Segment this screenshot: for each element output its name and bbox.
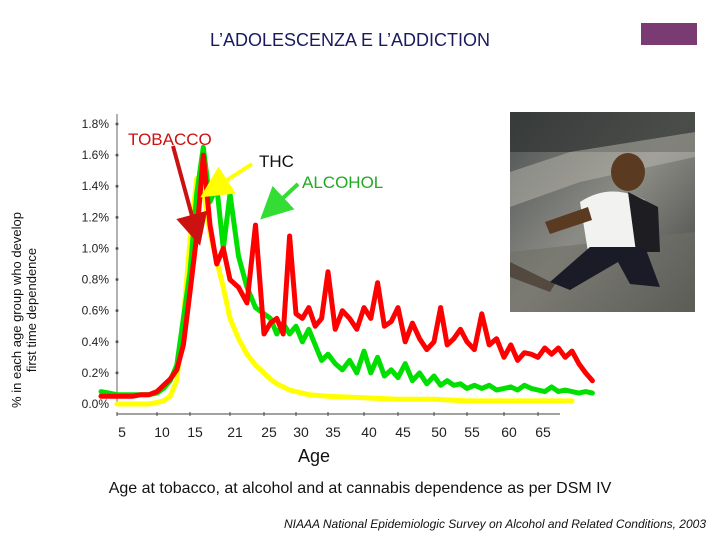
y-tick-label: 1.4% <box>82 179 110 193</box>
y-tick-mark <box>115 246 119 250</box>
x-tick-label: 55 <box>464 424 480 440</box>
y-tick-label: 0.4% <box>82 335 110 349</box>
x-axis-title: Age <box>298 446 331 466</box>
y-tick-label: 1.6% <box>82 148 110 162</box>
series-line-tobacco <box>98 152 595 399</box>
x-tick-label: 15 <box>187 424 203 440</box>
x-tick-label: 35 <box>325 424 341 440</box>
x-tick-label: 21 <box>227 424 243 440</box>
annotation-tobacco: TOBACCO <box>128 130 212 149</box>
tobacco-arrow <box>171 145 208 246</box>
x-tick-label: 45 <box>395 424 411 440</box>
y-tick-label: 0.0% <box>82 397 110 411</box>
y-tick-label: 1.2% <box>82 210 110 224</box>
y-tick-label: 0.2% <box>82 366 110 380</box>
thc-arrow <box>200 162 254 198</box>
x-tick-label: 60 <box>501 424 517 440</box>
axes: 1.8% 1.6% 1.4% 1.2% 1.0% 0.8% 0.6% 0.4% 0.2% 0.0%… <box>82 114 560 440</box>
chart-caption: Age at tobacco, at alcohol and at cannab… <box>108 480 612 497</box>
x-tick-label: 25 <box>261 424 277 440</box>
y-tick-mark <box>115 340 119 344</box>
annotation-alcohol: ALCOHOL <box>302 173 383 192</box>
y-tick-mark <box>115 309 119 313</box>
y-tick-mark <box>115 153 119 157</box>
y-tick-mark <box>115 122 119 126</box>
alcohol-arrow <box>260 182 300 220</box>
x-tick-label: 40 <box>361 424 377 440</box>
y-tick-label: 0.6% <box>82 304 110 318</box>
x-tick-label: 10 <box>154 424 170 440</box>
annotation-thc: THC <box>259 152 294 171</box>
x-tick-label: 50 <box>431 424 447 440</box>
y-tick-label: 1.0% <box>82 241 110 255</box>
series-line-alcohol <box>98 144 595 398</box>
x-tick-label: 30 <box>293 424 309 440</box>
x-tick-label: 5 <box>118 424 126 440</box>
running-child-photo <box>510 112 695 312</box>
source-note: NIAAA National Epidemiologic Survey on A… <box>283 517 706 531</box>
y-tick-mark <box>115 278 119 282</box>
y-tick-mark <box>115 184 119 188</box>
slide-title: L’ADOLESCENZA E L’ADDICTION <box>209 30 491 50</box>
accent-box <box>641 23 697 45</box>
series-layer <box>98 144 595 407</box>
y-tick-mark <box>115 371 119 375</box>
y-tick-label: 0.8% <box>82 273 110 287</box>
annotation-layer: TOBACCO THC ALCOHOL <box>128 130 383 246</box>
x-tick-label: 65 <box>535 424 551 440</box>
y-tick-label: 1.8% <box>82 117 110 131</box>
series-line-thc <box>114 175 575 407</box>
y-tick-mark <box>115 215 119 219</box>
